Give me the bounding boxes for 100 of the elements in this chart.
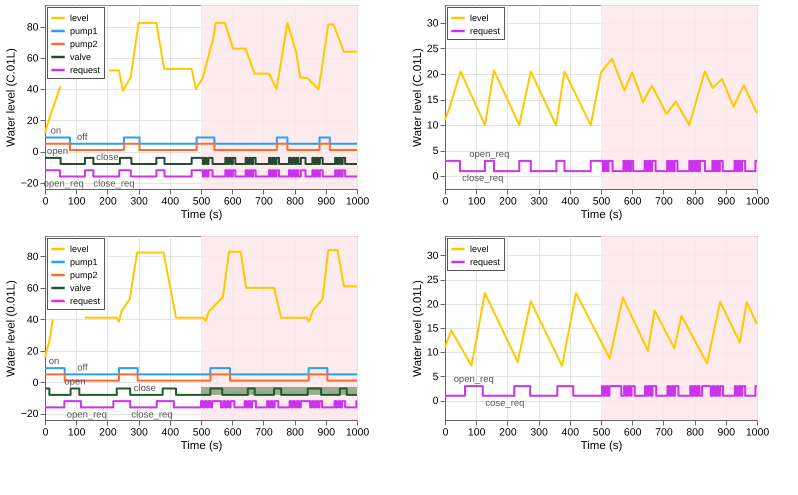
x-tick-label: 300	[530, 196, 548, 208]
x-tick-label: 500	[192, 196, 210, 208]
x-tick-label: 900	[718, 196, 736, 208]
x-tick-label: 300	[130, 196, 148, 208]
x-tick-label: 200	[99, 196, 117, 208]
x-tick-label: 0	[442, 426, 449, 438]
y-tick-label: −20	[20, 177, 39, 190]
annotation: cose_req	[485, 398, 524, 409]
x-tick-label: 800	[686, 426, 704, 438]
annotation: open_req	[454, 374, 494, 386]
x-tick-label: 100	[468, 426, 486, 438]
x-tick-label: 600	[224, 426, 242, 438]
y-axis-title: Water level (C.01L)	[412, 48, 424, 147]
x-tick-label: 600	[224, 196, 242, 208]
y-tick-label: 10	[426, 120, 439, 132]
y-tick-label: 20	[426, 298, 439, 310]
x-tick-label: 300	[530, 426, 548, 438]
annotation: close	[96, 152, 118, 164]
x-tick-label: 200	[499, 426, 517, 438]
annotation: on	[48, 356, 60, 368]
x-tick-label: 300	[130, 426, 148, 438]
y-tick-label: 30	[426, 17, 439, 30]
x-tick-label: 0	[42, 196, 49, 208]
x-tick-label: 200	[499, 196, 517, 208]
x-tick-label: 0	[42, 426, 49, 438]
y-tick-label: 25	[426, 274, 439, 286]
y-tick-label: 80	[26, 21, 39, 34]
y-tick-label: 5	[432, 370, 439, 383]
x-tick-label: 1000	[346, 196, 370, 208]
x-tick-label: 1000	[746, 196, 770, 208]
legend-label: level	[70, 244, 89, 254]
annotation: off	[77, 362, 88, 374]
y-tick-label: 60	[26, 282, 39, 294]
y-axis-title: Water level (0.01L)	[6, 280, 18, 377]
y-tick-label: 80	[26, 250, 39, 263]
x-tick-label: 900	[318, 426, 336, 438]
legend-label: valve	[70, 52, 92, 62]
legend-label: request	[470, 257, 501, 267]
x-tick-label: 100	[468, 196, 486, 208]
x-tick-label: 700	[255, 426, 273, 438]
x-tick-label: 600	[624, 196, 642, 208]
y-tick-label: 20	[426, 68, 439, 80]
legend-label: pump1	[70, 257, 98, 267]
annotation: on	[50, 126, 62, 137]
x-axis-title: Time (s)	[580, 209, 623, 221]
legend-label: request	[470, 26, 501, 36]
x-tick-label: 500	[592, 426, 610, 438]
x-tick-label: 400	[562, 426, 580, 438]
x-tick-label: 1000	[346, 426, 370, 438]
x-tick-label: 800	[286, 426, 304, 438]
x-tick-label: 500	[592, 196, 610, 208]
annotation: close	[134, 382, 156, 394]
legend-label: level	[470, 244, 489, 254]
annotation: close_req	[462, 173, 504, 184]
x-tick-label: 600	[624, 426, 642, 438]
y-tick-label: 30	[426, 250, 439, 262]
annotation: close_req	[93, 178, 135, 190]
y-tick-label: 20	[26, 114, 39, 127]
annotation: open_req	[66, 409, 107, 420]
x-axis-title: Time (s)	[180, 209, 223, 221]
y-axis-title: Water level (C.01L)	[6, 48, 18, 147]
y-tick-label: 60	[26, 52, 39, 65]
x-tick-label: 800	[286, 196, 304, 208]
annotation: open_req	[469, 148, 510, 160]
y-axis-title: Water level (0.01L)	[412, 280, 424, 377]
y-tick-label: 10	[426, 346, 439, 359]
annotation: off	[76, 132, 88, 143]
annotation: open	[46, 146, 68, 157]
x-tick-label: 400	[162, 426, 180, 438]
y-tick-label: 0	[32, 376, 39, 389]
y-tick-label: 5	[432, 145, 439, 158]
x-tick-label: 0	[442, 196, 449, 208]
x-tick-label: 800	[686, 196, 704, 208]
legend-label: pump2	[70, 39, 98, 49]
legend-label: pump2	[70, 270, 98, 280]
x-tick-label: 200	[99, 426, 117, 438]
y-tick-label: 0	[432, 395, 439, 408]
x-tick-label: 700	[655, 426, 673, 438]
legend-label: level	[470, 13, 489, 23]
y-tick-label: 15	[426, 94, 439, 106]
x-tick-label: 400	[562, 196, 580, 208]
legend-label: valve	[70, 283, 92, 293]
x-tick-label: 400	[162, 196, 180, 208]
y-tick-label: 25	[426, 42, 439, 55]
line-series	[444, 58, 758, 126]
y-tick-label: 0	[432, 170, 439, 183]
annotation: close_req	[131, 409, 173, 420]
line-series	[444, 292, 758, 367]
x-tick-label: 700	[255, 196, 273, 208]
x-tick-label: 900	[318, 196, 336, 208]
y-tick-label: 40	[26, 84, 39, 96]
y-tick-label: 15	[426, 322, 439, 334]
x-tick-label: 500	[192, 426, 210, 438]
x-tick-label: 100	[68, 196, 86, 208]
x-axis-title: Time (s)	[180, 440, 223, 452]
legend-label: request	[70, 296, 101, 306]
y-tick-label: 40	[26, 314, 39, 326]
x-tick-label: 900	[718, 426, 736, 438]
y-tick-label: −20	[20, 408, 39, 420]
legend-label: request	[70, 65, 101, 75]
